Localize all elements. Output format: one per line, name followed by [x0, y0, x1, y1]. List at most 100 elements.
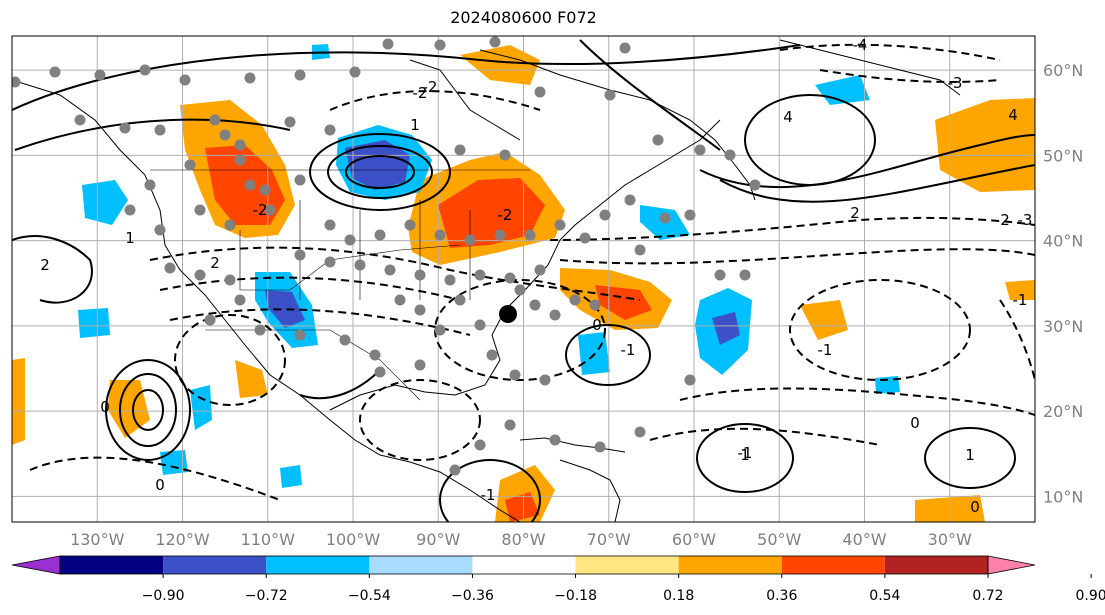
station-dot: [444, 274, 456, 286]
station-dot: [324, 124, 336, 136]
station-dot: [684, 209, 696, 221]
graticule: [12, 36, 1035, 522]
lat-label: 40°N: [1043, 232, 1083, 251]
station-dot: [589, 299, 601, 311]
station-dot: [204, 314, 216, 326]
station-dot: [374, 229, 386, 241]
contour-label: 1: [740, 446, 750, 464]
station-dot: [569, 294, 581, 306]
colorbar-segment: [163, 556, 267, 574]
contour-label: -3: [1018, 211, 1033, 229]
station-dot: [234, 294, 246, 306]
map-frame: [11, 35, 1036, 523]
lon-label: 70°W: [587, 530, 631, 549]
contour-label: -3: [948, 74, 963, 92]
contour-label: -1: [818, 341, 833, 359]
station-dot: [554, 219, 566, 231]
station-dot: [474, 319, 486, 331]
lon-label: 40°W: [842, 530, 886, 549]
station-dot: [354, 259, 366, 271]
lat-label: 50°N: [1043, 146, 1083, 165]
station-dot: [749, 179, 761, 191]
station-dot: [394, 294, 406, 306]
station-dot: [259, 184, 271, 196]
station-dot: [244, 179, 256, 191]
station-dot: [634, 244, 646, 256]
station-dot: [284, 116, 296, 128]
colorbar-segment: [575, 556, 679, 574]
station-dot: [234, 139, 246, 151]
station-dot: [244, 72, 256, 84]
station-dot: [504, 419, 516, 431]
contour-label: 4: [1008, 106, 1018, 124]
colorbar-tick-label: 0.72: [972, 588, 1003, 604]
station-dot: [684, 374, 696, 386]
station-dot: [499, 149, 511, 161]
colorbar-segment: [781, 556, 885, 574]
colorbar-tick-label: 0.18: [663, 588, 694, 604]
contour-label: -1: [1013, 291, 1028, 309]
colorbar-tick-labels: −0.90 −0.72 −0.54 −0.36 −0.18 0.18 0.36 0.54 0.7…: [142, 574, 1105, 604]
longitude-labels: 130°W 120°W 110°W 100°W 90°W 80°W 70°W 60°W 50°W…: [70, 530, 972, 549]
station-dot: [124, 204, 136, 216]
station-dot: [294, 329, 306, 341]
colorbar-tick-label: 0.90: [1076, 588, 1105, 604]
station-dot: [119, 122, 131, 134]
station-dot: [154, 224, 166, 236]
contour-label: 2: [1000, 211, 1010, 229]
station-dot: [652, 134, 664, 146]
colorbar-tick-label: −0.18: [554, 588, 597, 604]
station-dot: [739, 269, 751, 281]
station-dot: [194, 204, 206, 216]
station-dot: [449, 464, 461, 476]
station-dot: [294, 69, 306, 81]
colorbar-extend-low: [11, 555, 61, 575]
station-dot: [339, 334, 351, 346]
colorbar-tick-label: −0.90: [142, 588, 185, 604]
contour-label: -2: [423, 78, 438, 96]
lat-label: 60°N: [1043, 61, 1083, 80]
station-dot: [504, 272, 516, 284]
colorbar-outline: [59, 555, 989, 575]
colorbar-extend-high: [987, 555, 1036, 575]
station-dot: [294, 174, 306, 186]
contour-label: 1: [125, 229, 135, 247]
station-dot: [534, 86, 546, 98]
station-dot: [634, 426, 646, 438]
station-dot: [404, 219, 416, 231]
colorbar-tick-label: −0.36: [451, 588, 494, 604]
station-dot: [509, 369, 521, 381]
colorbar-segment: [266, 556, 370, 574]
station-dot: [324, 219, 336, 231]
station-dot: [454, 144, 466, 156]
station-dot: [234, 154, 246, 166]
colorbar-segment: [60, 556, 164, 574]
colorbar-tick-label: −0.72: [245, 588, 288, 604]
station-dot: [474, 269, 486, 281]
contour-label: 0: [100, 398, 110, 416]
station-dot: [454, 294, 466, 306]
station-dot: [254, 324, 266, 336]
station-dot: [694, 144, 706, 156]
colorbar-segment: [472, 556, 576, 574]
map-title: 2024080600 F072: [450, 8, 597, 27]
contour-label: 2: [210, 254, 220, 272]
colorbar-tick-label: 0.54: [869, 588, 900, 604]
station-dot: [184, 159, 196, 171]
station-dot: [382, 38, 394, 50]
station-dot: [224, 219, 236, 231]
station-dot: [414, 269, 426, 281]
station-dot: [374, 366, 386, 378]
station-dot: [619, 42, 631, 54]
station-dot: [94, 69, 106, 81]
station-dot: [74, 114, 86, 126]
station-dot: [486, 349, 498, 361]
station-dot: [489, 36, 501, 48]
lon-label: 110°W: [241, 530, 296, 549]
station-dot: [384, 264, 396, 276]
lon-label: 120°W: [155, 530, 210, 549]
station-dot: [294, 249, 306, 261]
station-dot: [154, 124, 166, 136]
colorbar-segment: [884, 556, 988, 574]
station-dot: [624, 194, 636, 206]
